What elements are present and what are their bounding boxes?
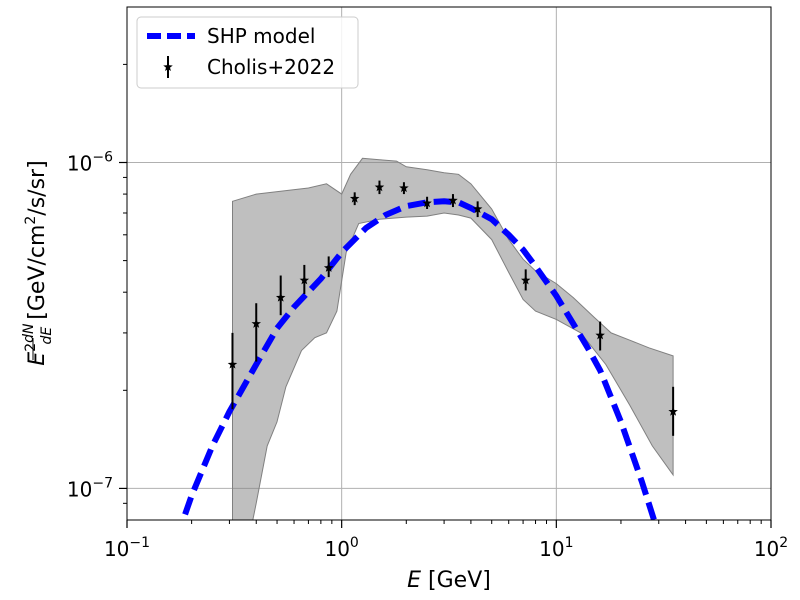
data-point [595, 330, 605, 340]
x-tick-label: 100 [324, 535, 358, 561]
legend-data-label: Cholis+2022 [207, 55, 335, 79]
x-tick-label: 10−1 [104, 535, 150, 561]
data-point [472, 204, 483, 214]
legend-data-marker [163, 62, 173, 72]
data-point [422, 198, 432, 208]
data-point [299, 275, 310, 285]
data-point [275, 292, 286, 302]
tick-labels: 10−1 100 101 102 10−7 10−6 [67, 150, 788, 561]
data-point [668, 406, 678, 416]
uncertainty-band [232, 157, 674, 520]
data-point [399, 183, 409, 193]
data-point [448, 195, 458, 205]
uncertainty-band-layer [232, 157, 674, 520]
x-tick-label: 102 [754, 535, 788, 561]
y-tick-label: 10−7 [67, 475, 113, 501]
data-point [323, 262, 334, 272]
axis-ticks [119, 63, 772, 528]
data-points-layer [227, 180, 678, 436]
model-curve-layer [179, 198, 658, 520]
data-point [520, 275, 531, 285]
plot-frame [126, 6, 772, 521]
data-point [349, 193, 360, 203]
legend-model-label: SHP model [207, 24, 315, 48]
y-tick-label: 10−6 [67, 150, 113, 176]
x-axis-label: E [GeV] [407, 568, 491, 593]
y-axis-label: E2dN dE [GeV/cm2/s/sr] [21, 160, 55, 365]
x-tick-label: 101 [539, 535, 573, 561]
data-point [251, 318, 261, 328]
shp-model-curve [179, 198, 658, 520]
data-point [374, 182, 385, 192]
data-point [227, 359, 238, 369]
legend: SHP model Cholis+2022 [136, 16, 359, 89]
